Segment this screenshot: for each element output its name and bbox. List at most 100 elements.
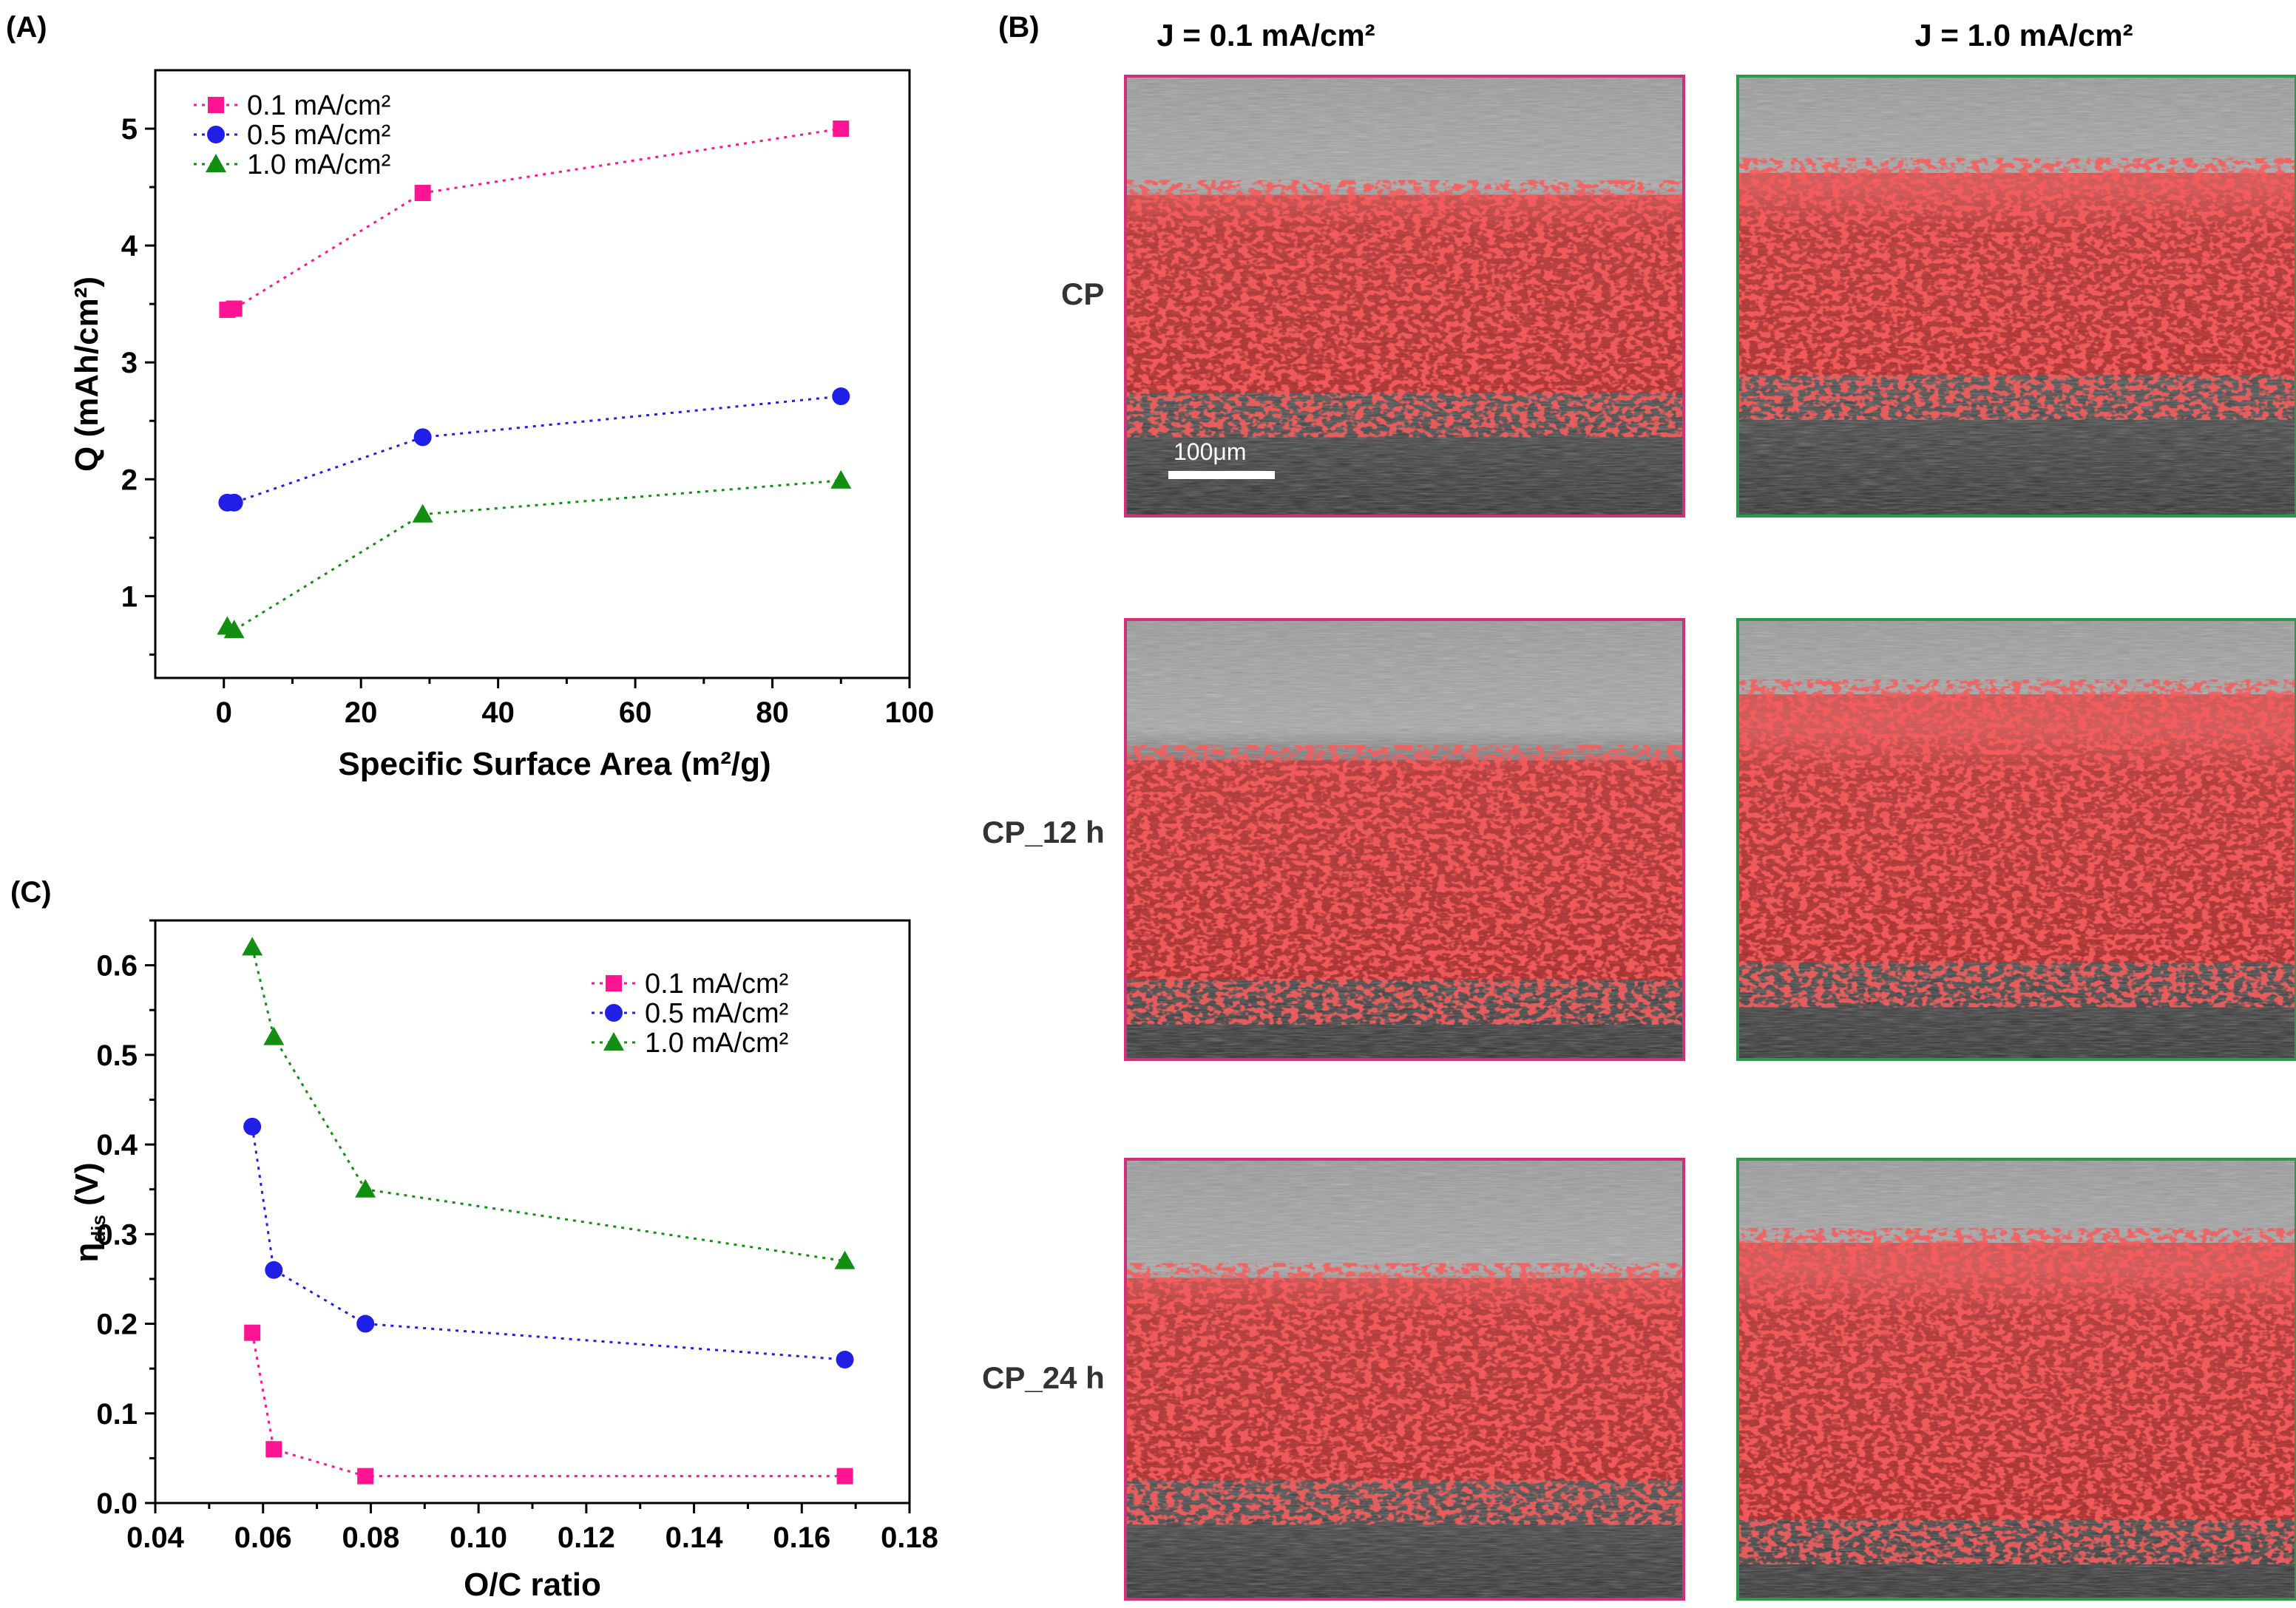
x-tick-label: 80 <box>756 696 789 729</box>
data-point <box>265 1261 283 1279</box>
series-line <box>226 479 841 631</box>
panel-label-c: (C) <box>10 876 52 909</box>
panel-a: (A) 0 20 40 60 80 100 1 2 3 4 5 Specific Surface … <box>6 11 934 782</box>
sem-image-r2-c1 <box>1124 618 1685 1061</box>
legend-label: 1.0 mA/cm² <box>645 1028 788 1059</box>
y-tick-label: 1 <box>121 580 138 613</box>
legend-item: 0.1 mA/cm² <box>194 90 390 121</box>
series-3 <box>242 937 856 1269</box>
x-tick-label: 0 <box>216 696 232 729</box>
x-axis-ticks-c: 0.04 0.06 0.08 0.10 0.12 0.14 0.16 0.18 <box>126 1503 938 1554</box>
series-line <box>251 1332 845 1478</box>
legend-item: 1.0 mA/cm² <box>592 1028 788 1059</box>
discharge-product-speckle <box>1125 180 1684 438</box>
series-1 <box>219 121 850 319</box>
sem-frame <box>1124 75 1685 518</box>
legend-item: 0.5 mA/cm² <box>592 998 788 1029</box>
legend-item: 0.1 mA/cm² <box>592 968 788 1000</box>
x-tick-label: 0.04 <box>126 1522 185 1554</box>
data-point <box>834 1250 856 1269</box>
x-axis-ticks-a: 0 20 40 60 80 100 <box>216 678 935 729</box>
data-point <box>355 1178 376 1198</box>
data-point <box>244 1324 261 1341</box>
series-line <box>251 947 845 1263</box>
data-point <box>836 1351 854 1369</box>
y-axis-label-c-main: η <box>69 1243 105 1263</box>
data-point <box>832 387 850 406</box>
series-line <box>227 127 841 311</box>
x-tick-label: 100 <box>885 696 935 729</box>
x-tick-label: 20 <box>345 696 378 729</box>
panel-label-a: (A) <box>6 11 47 44</box>
discharge-product-speckle <box>1125 745 1684 1025</box>
legend-item: 1.0 mA/cm² <box>194 149 390 180</box>
scale-bar-label: 100μm <box>1174 438 1246 465</box>
y-tick-label: 0.2 <box>96 1309 138 1341</box>
sem-image-r3-c1 <box>1124 1158 1685 1601</box>
x-tick-label: 0.08 <box>342 1522 399 1554</box>
data-point <box>833 121 850 138</box>
x-tick-label: 0.18 <box>881 1522 938 1554</box>
y-axis-label-c-unit: (V) <box>69 1162 105 1215</box>
sem-image-r1-c1 <box>1124 75 1685 518</box>
y-tick-label: 3 <box>121 347 138 379</box>
x-tick-label: 60 <box>619 696 652 729</box>
data-point <box>414 184 431 201</box>
legend-label: 0.5 mA/cm² <box>645 998 788 1029</box>
data-point <box>356 1314 375 1333</box>
legend-label: 0.5 mA/cm² <box>247 120 390 151</box>
row-label-cp: CP <box>1061 277 1104 311</box>
x-tick-label: 0.16 <box>773 1522 830 1554</box>
y-tick-label: 5 <box>121 113 138 146</box>
series-group-a <box>217 121 852 639</box>
data-point <box>412 503 433 523</box>
legend-marker <box>206 154 226 172</box>
row-label-cp-12h: CP_12 h <box>982 815 1105 849</box>
data-point <box>242 937 263 956</box>
y-axis-ticks-a: 1 2 3 4 5 <box>121 113 155 656</box>
sem-image-r2-c2 <box>1736 618 2296 1061</box>
data-point <box>226 300 243 317</box>
discharge-product-speckle <box>1738 679 2296 1008</box>
x-axis-label-a: Specific Surface Area (m²/g) <box>338 746 771 782</box>
panel-label-b: (B) <box>998 11 1040 44</box>
sem-frame <box>1736 75 2296 518</box>
y-tick-label: 0.6 <box>96 950 138 983</box>
y-axis-label-a: Q (mAh/cm²) <box>69 277 105 472</box>
x-axis-label-c: O/C ratio <box>464 1567 601 1603</box>
data-point <box>243 1117 262 1136</box>
legend-marker <box>605 1004 623 1022</box>
x-tick-label: 0.14 <box>666 1522 724 1554</box>
sem-frame <box>1736 1158 2296 1601</box>
y-axis-label-c-sub: dis <box>87 1215 109 1243</box>
data-point <box>357 1468 374 1485</box>
data-point <box>830 469 852 489</box>
legend-label: 0.1 mA/cm² <box>645 968 788 1000</box>
data-point <box>413 428 432 447</box>
y-tick-label: 0.5 <box>96 1039 138 1072</box>
legend-marker <box>606 975 622 991</box>
legend-marker <box>208 97 224 113</box>
series-2 <box>218 387 850 512</box>
y-axis-label-c: ηdis (V) <box>69 1162 109 1262</box>
series-1 <box>244 1324 853 1485</box>
scale-bar-line <box>1168 471 1275 479</box>
legend-label: 0.1 mA/cm² <box>247 90 390 121</box>
legend-marker <box>603 1032 624 1051</box>
sem-image-r1-c2 <box>1736 75 2296 518</box>
discharge-product-speckle <box>1738 1228 2296 1564</box>
y-tick-label: 0.4 <box>96 1129 138 1161</box>
data-point <box>265 1441 282 1458</box>
sem-image-r3-c2 <box>1736 1158 2296 1601</box>
y-tick-label: 4 <box>121 230 138 262</box>
series-line <box>227 395 841 504</box>
x-tick-label: 0.10 <box>450 1522 507 1554</box>
data-point <box>836 1468 853 1485</box>
series-group-c <box>242 937 856 1485</box>
scale-bar: 100μm <box>1168 438 1275 479</box>
series-line <box>251 1126 845 1361</box>
plot-frame-a <box>154 69 911 679</box>
series-3 <box>217 469 852 639</box>
discharge-product-speckle <box>1125 1263 1684 1525</box>
